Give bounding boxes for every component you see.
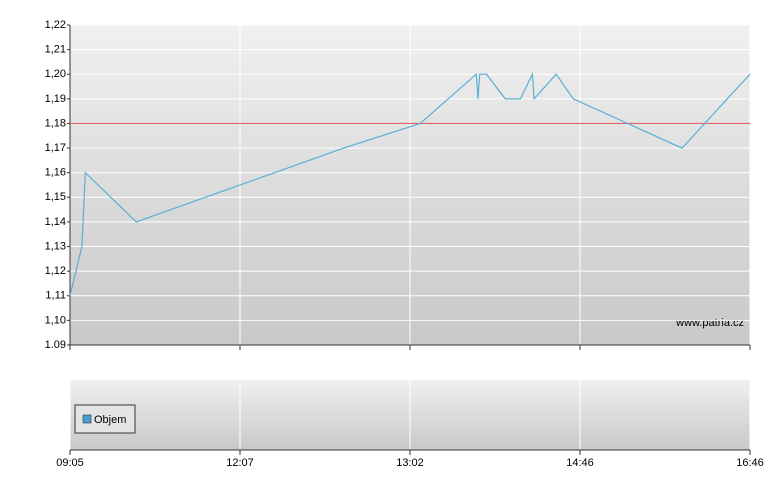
x-tick-label: 09:05 bbox=[56, 457, 84, 469]
y-tick-label: 1,14 bbox=[45, 216, 66, 228]
x-tick-label: 16:46 bbox=[736, 457, 764, 469]
legend-label: Objem bbox=[94, 414, 126, 426]
x-tick-label: 13:02 bbox=[396, 457, 424, 469]
y-tick-label: 1,10 bbox=[45, 314, 66, 326]
y-tick-label: 1,12 bbox=[45, 265, 66, 277]
y-tick-label: 1,22 bbox=[45, 19, 66, 31]
y-tick-label: 1,16 bbox=[45, 167, 66, 179]
y-tick-label: 1,17 bbox=[45, 142, 66, 154]
price-line bbox=[69, 71, 751, 296]
y-tick-label: 1,21 bbox=[45, 44, 66, 56]
y-tick-label: 1,13 bbox=[45, 240, 66, 252]
y-tick-label: 1,19 bbox=[45, 93, 66, 105]
x-tick-label: 14:46 bbox=[566, 457, 594, 469]
y-tick-label: 1,11 bbox=[45, 290, 66, 302]
watermark: www.patria.cz bbox=[675, 317, 744, 329]
y-tick-label: 1,18 bbox=[45, 117, 66, 129]
legend-swatch bbox=[82, 414, 92, 424]
y-tick-label: 1,15 bbox=[45, 191, 66, 203]
y-tick-label: 1.09 bbox=[45, 339, 66, 351]
x-tick-label: 12:07 bbox=[226, 457, 254, 469]
y-tick-label: 1,20 bbox=[45, 68, 66, 80]
